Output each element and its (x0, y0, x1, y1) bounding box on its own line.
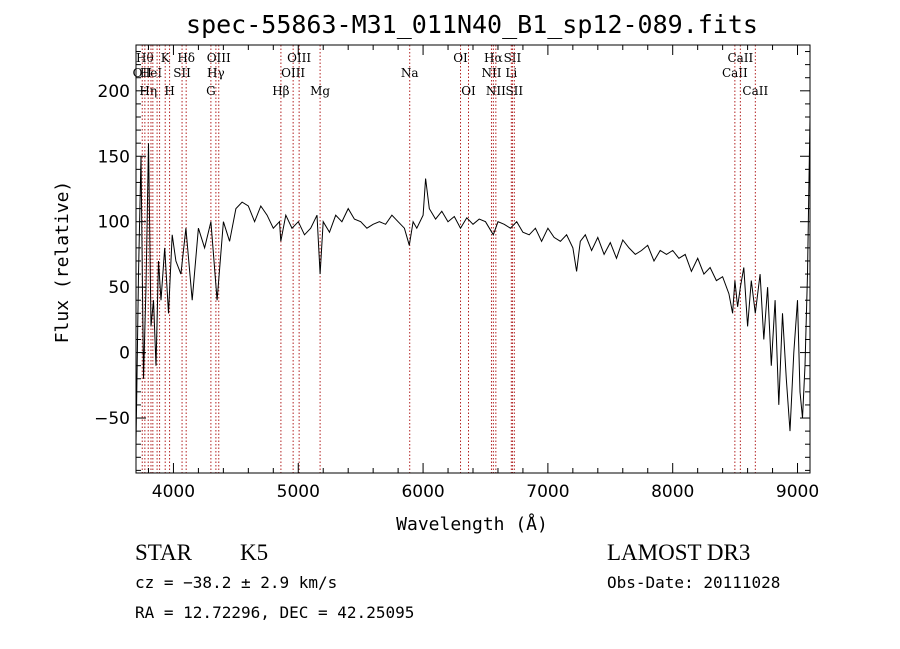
line-marker-label: Mg (310, 84, 330, 98)
line-marker-label: NII (481, 66, 501, 80)
x-axis-label: Wavelength (Å) (396, 513, 548, 535)
line-marker-label: CaII (742, 84, 768, 98)
y-tick-label: 0 (119, 344, 130, 364)
line-marker-label: Hθ (136, 51, 154, 65)
line-marker-label: OII (133, 66, 153, 80)
x-tick-label: 9000 (776, 482, 819, 502)
plot-frame (135, 44, 811, 474)
x-tick-label: 8000 (651, 482, 694, 502)
line-marker-label: SII (173, 66, 191, 80)
line-marker-label: Hγ (207, 66, 225, 80)
object-class: STAR (135, 540, 192, 565)
chart-title: spec-55863-M31_011N40_B1_sp12-089.fits (186, 10, 758, 39)
line-marker-label: CaII (727, 51, 753, 65)
x-tick-label: 4000 (152, 482, 195, 502)
observation-date: Obs-Date: 20111028 (607, 573, 781, 592)
x-tick-label: 5000 (277, 482, 320, 502)
line-marker-label: OI (453, 51, 468, 65)
survey-name: LAMOST DR3 (607, 540, 751, 565)
line-marker-label: CaII (722, 66, 748, 80)
object-subclass: K5 (240, 540, 269, 565)
axes: 4000 5000 6000 7000 8000 9000 −50 0 50 100 150 200 (94, 45, 819, 502)
y-tick-label: 150 (98, 147, 130, 167)
line-marker-label: G (206, 84, 216, 98)
x-tick-label: 7000 (526, 482, 569, 502)
line-marker-label: OIII (287, 51, 311, 65)
line-marker-label: OIII (207, 51, 231, 65)
line-marker-label: Hδ (177, 51, 195, 65)
line-marker-label: SII (504, 51, 522, 65)
spectrum-line (135, 116, 811, 445)
y-tick-label: 100 (98, 213, 130, 233)
y-tick-label: 50 (108, 278, 130, 298)
y-tick-label: −50 (94, 409, 130, 429)
line-marker-label: K (161, 51, 171, 65)
spectrum-series (135, 116, 811, 445)
line-marker-label: HeI (140, 66, 163, 80)
line-marker-label: H (164, 84, 174, 98)
line-marker-label: Na (401, 66, 419, 80)
line-markers: OIIHθHηHeIKHSIIHδGHγOIIIHβOIIIOIIIMgNaOI… (133, 45, 768, 473)
coordinates: RA = 12.72296, DEC = 42.25095 (135, 603, 415, 622)
x-tick-label: 6000 (401, 482, 444, 502)
line-marker-label: NII (486, 84, 506, 98)
line-marker-label: Li (505, 66, 517, 80)
line-marker-label: SII (505, 84, 523, 98)
redshift-value: cz = −38.2 ± 2.9 km/s (135, 573, 338, 592)
y-tick-label: 200 (98, 82, 130, 102)
line-marker-label: Hα (484, 51, 503, 65)
y-axis-label: Flux (relative) (52, 181, 73, 344)
line-marker-label: OI (461, 84, 476, 98)
line-marker-label: Hβ (272, 84, 289, 98)
line-marker-label: OIII (281, 66, 305, 80)
